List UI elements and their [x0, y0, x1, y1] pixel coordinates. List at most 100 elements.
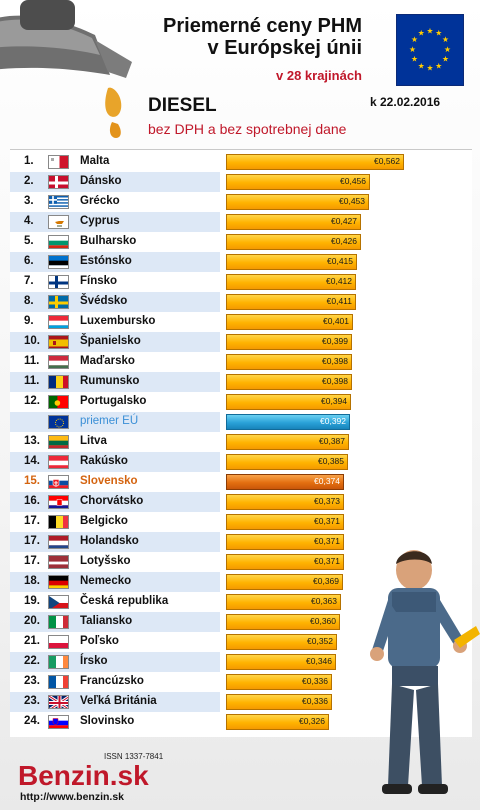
- country-label: Švédsko: [80, 295, 128, 307]
- country-label: Cyprus: [80, 215, 120, 227]
- chart-row: 4. Cyprus €0,427: [10, 212, 472, 232]
- bar-value-label: €0,456: [340, 176, 366, 186]
- bar-value-label: €0,394: [321, 396, 347, 406]
- price-bar: [226, 594, 341, 610]
- fuel-nozzle-illustration: [0, 0, 132, 138]
- price-bar: [226, 614, 340, 630]
- flag-it-icon: [48, 615, 69, 629]
- flag-gr-icon: [48, 195, 69, 209]
- country-label: Bulharsko: [80, 235, 137, 247]
- svg-text:★: ★: [411, 35, 418, 44]
- bar-value-label: €0,385: [318, 456, 344, 466]
- price-bar: [226, 214, 361, 230]
- price-bar: [226, 554, 344, 570]
- flag-fr-icon: [48, 675, 69, 689]
- bar-value-label: €0,562: [374, 156, 400, 166]
- country-label: Maďarsko: [80, 355, 135, 367]
- chart-row: 17. Lotyšsko €0,371: [10, 552, 472, 572]
- chart-row: 9. Luxembursko €0,401: [10, 312, 472, 332]
- price-bar: [226, 674, 332, 690]
- bar-value-label: €0,399: [322, 336, 348, 346]
- chart-row: 23. Francúzsko €0,336: [10, 672, 472, 692]
- country-label: Portugalsko: [80, 395, 147, 407]
- chart-row: 13. Litva €0,387: [10, 432, 472, 452]
- svg-text:★: ★: [435, 28, 442, 37]
- country-label: Lotyšsko: [80, 555, 131, 567]
- bar-value-label: €0,426: [331, 236, 357, 246]
- country-label: Slovinsko: [80, 715, 135, 727]
- price-bar: [226, 414, 350, 430]
- site-logo[interactable]: Benzin.sk: [18, 760, 149, 792]
- rank-label: 4.: [24, 215, 34, 227]
- flag-cy-icon: [48, 215, 69, 229]
- rank-label: 11.: [24, 375, 40, 387]
- subtitle: v 28 krajinách: [276, 68, 362, 83]
- rank-label: 17.: [24, 515, 40, 527]
- pump-attendant-illustration: [370, 550, 480, 794]
- flag-at-icon: [48, 455, 69, 469]
- chart-row: 12. Portugalsko €0,394: [10, 392, 472, 412]
- price-bar: [226, 314, 353, 330]
- price-bar: [226, 714, 329, 730]
- logo-main: Benzin: [18, 760, 110, 791]
- chart-row: 18. Nemecko €0,369: [10, 572, 472, 592]
- rank-label: 11.: [24, 355, 40, 367]
- flag-nl-icon: [48, 535, 69, 549]
- flag-ro-icon: [48, 375, 69, 389]
- country-label: Fínsko: [80, 275, 118, 287]
- bar-value-label: €0,363: [311, 596, 337, 606]
- chart-row: 15. Slovensko €0,374: [10, 472, 472, 492]
- rank-label: 19.: [24, 595, 40, 607]
- country-label: Holandsko: [80, 535, 139, 547]
- bar-value-label: €0,398: [322, 356, 348, 366]
- page-title-line1: Priemerné ceny PHM: [163, 15, 362, 37]
- rank-label: 9.: [24, 315, 34, 327]
- flag-sk-icon: [48, 475, 69, 489]
- svg-text:★: ★: [427, 63, 434, 72]
- flag-ee-icon: [48, 255, 69, 269]
- rank-label: 17.: [24, 535, 40, 547]
- country-label: Veľká Británia: [80, 695, 157, 707]
- svg-text:★: ★: [427, 26, 434, 35]
- country-label: Dánsko: [80, 175, 122, 187]
- country-label: Luxembursko: [80, 315, 156, 327]
- country-label: Malta: [80, 155, 110, 167]
- flag-lv-icon: [48, 555, 69, 569]
- country-label: Slovensko: [80, 475, 138, 487]
- bar-value-label: €0,412: [326, 276, 352, 286]
- rank-label: 10.: [24, 335, 40, 347]
- price-ranking-chart: 1. Malta €0,562 2. Dánsko €0,456 3. Grécko €0,45…: [10, 149, 472, 737]
- price-bar: [226, 394, 351, 410]
- rank-label: 14.: [24, 455, 40, 467]
- price-bar: [226, 334, 352, 350]
- bar-value-label: €0,392: [320, 416, 346, 426]
- chart-row: 1. Malta €0,562: [10, 152, 472, 172]
- flag-lu-icon: [48, 315, 69, 329]
- country-label: Rumunsko: [80, 375, 140, 387]
- svg-text:★: ★: [442, 55, 449, 64]
- flag-dk-icon: [48, 175, 69, 189]
- price-bar: [226, 154, 404, 170]
- rank-label: 7.: [24, 275, 34, 287]
- site-url-link[interactable]: http://www.benzin.sk: [20, 791, 125, 803]
- chart-row: 3. Grécko €0,453: [10, 192, 472, 212]
- bar-value-label: €0,374: [314, 476, 340, 486]
- chart-row: 21. Poľsko €0,352: [10, 632, 472, 652]
- flag-hu-icon: [48, 355, 69, 369]
- rank-label: 12.: [24, 395, 40, 407]
- rank-label: 23.: [24, 695, 40, 707]
- country-label: Litva: [80, 435, 107, 447]
- flag-es-icon: [48, 335, 69, 349]
- flag-si-icon: [48, 715, 69, 729]
- rank-label: 8.: [24, 295, 34, 307]
- rank-label: 15.: [24, 475, 40, 487]
- flag-cz-icon: [48, 595, 69, 609]
- bar-value-label: €0,369: [313, 576, 339, 586]
- flag-se-icon: [48, 295, 69, 309]
- bar-value-label: €0,326: [299, 716, 325, 726]
- chart-row: 14. Rakúsko €0,385: [10, 452, 472, 472]
- flag-pt-icon: [48, 395, 69, 409]
- country-label: Rakúsko: [80, 455, 128, 467]
- fuel-subtitle: bez DPH a bez spotrebnej dane: [148, 121, 347, 137]
- flag-ie-icon: [48, 655, 69, 669]
